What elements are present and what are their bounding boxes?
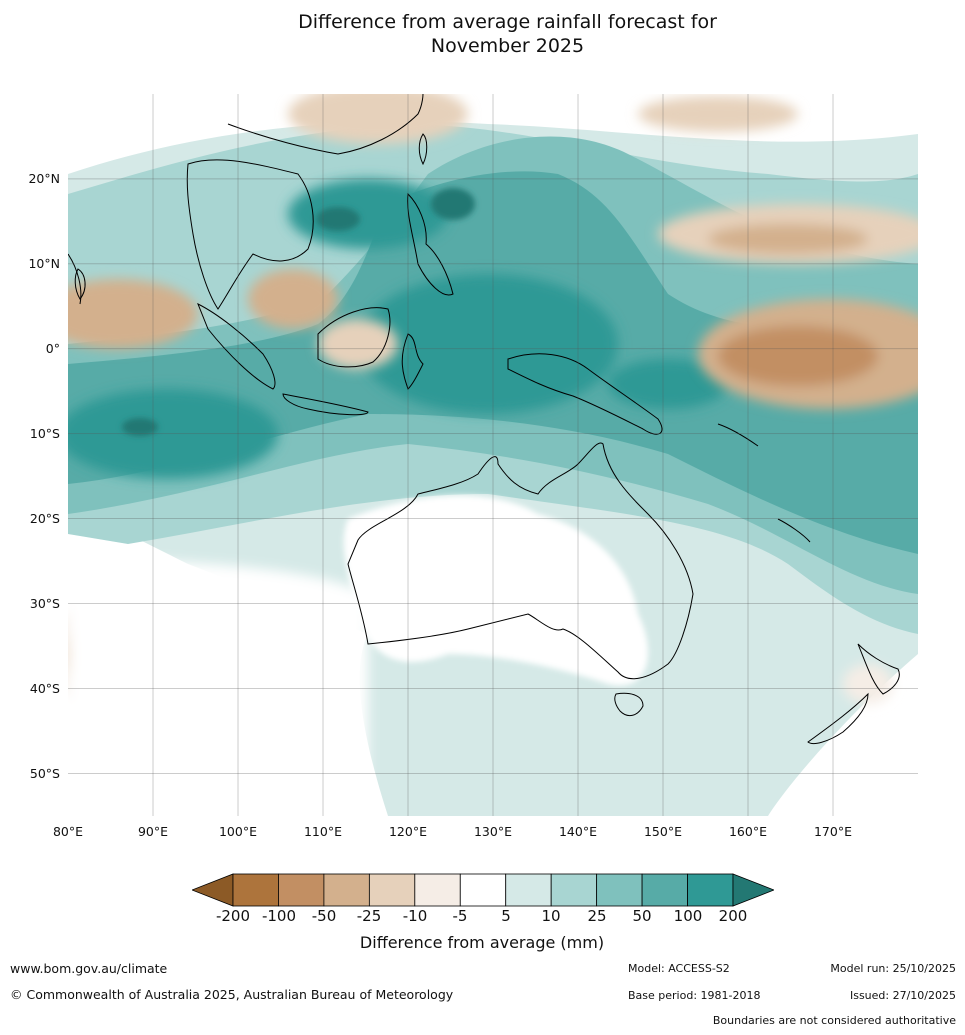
dry-area-malaya (248, 269, 338, 329)
colorbar-tick: -10 (390, 907, 440, 925)
colorbar-label: Difference from average (mm) (192, 933, 772, 952)
colorbar-swatch (551, 874, 596, 906)
footer-model: Model: ACCESS-S2 (628, 962, 730, 975)
colorbar-tick: 10 (526, 907, 576, 925)
lon-label-100e: 100°E (208, 824, 268, 839)
colorbar-swatch (415, 874, 460, 906)
lat-label-30s: 30°S (14, 596, 60, 611)
footer-website: www.bom.gov.au/climate (10, 961, 167, 976)
colorbar-swatch (506, 874, 551, 906)
colorbar-tick: 200 (708, 907, 758, 925)
lon-label-170e: 170°E (803, 824, 863, 839)
colorbar-extend-low (192, 874, 233, 906)
colorbar-tick: -100 (254, 907, 304, 925)
lon-label-150e: 150°E (633, 824, 693, 839)
chart-title: Difference from average rainfall forecas… (0, 10, 965, 58)
colorbar-swatch (369, 874, 414, 906)
title-line-1: Difference from average rainfall forecas… (0, 10, 965, 34)
colorbar-tick: -5 (435, 907, 485, 925)
colorbar (192, 873, 774, 907)
colorbar-extend-high (733, 874, 774, 906)
dry-area-nw-pacific (638, 96, 798, 132)
dry-core-north-pacific (708, 224, 868, 254)
lon-label-130e: 130°E (463, 824, 523, 839)
colorbar-tick: 5 (481, 907, 531, 925)
dry-core-west-pacific (718, 326, 878, 386)
colorbar-tick: 25 (572, 907, 622, 925)
lon-label-160e: 160°E (718, 824, 778, 839)
footer-base-period: Base period: 1981-2018 (628, 989, 760, 1002)
rainfall-map (68, 94, 918, 816)
lat-label-40s: 40°S (14, 681, 60, 696)
colorbar-swatch (597, 874, 642, 906)
wet-extreme-scs (316, 207, 360, 231)
wet-extreme-west (122, 418, 158, 436)
wet-extreme-north (431, 188, 475, 220)
lat-label-10s: 10°S (14, 426, 60, 441)
lon-label-80e: 80°E (38, 824, 98, 839)
colorbar-tick: -25 (344, 907, 394, 925)
lon-label-140e: 140°E (548, 824, 608, 839)
colorbar-tick: 50 (617, 907, 667, 925)
lat-label-20s: 20°S (14, 511, 60, 526)
colorbar-tick: 100 (663, 907, 713, 925)
title-line-2: November 2025 (0, 34, 965, 58)
lat-label-50s: 50°S (14, 766, 60, 781)
lon-label-110e: 110°E (293, 824, 353, 839)
footer-copyright: © Commonwealth of Australia 2025, Austra… (10, 987, 453, 1002)
lat-label-20n: 20°N (14, 171, 60, 186)
colorbar-tick: -50 (299, 907, 349, 925)
colorbar-swatch (688, 874, 733, 906)
colorbar-swatch (642, 874, 687, 906)
lon-label-90e: 90°E (123, 824, 183, 839)
colorbar-swatch (460, 874, 505, 906)
lat-label-0: 0° (14, 341, 60, 356)
wet-core-south-china-sea (288, 179, 448, 249)
footer-issued: Issued: 27/10/2025 (850, 989, 956, 1002)
colorbar-tick: -200 (208, 907, 258, 925)
colorbar-swatch (324, 874, 369, 906)
lat-label-10n: 10°N (14, 256, 60, 271)
lon-label-120e: 120°E (378, 824, 438, 839)
colorbar-swatch (233, 874, 278, 906)
footer-model-run: Model run: 25/10/2025 (830, 962, 956, 975)
colorbar-swatch (278, 874, 323, 906)
footer-boundaries-note: Boundaries are not considered authoritat… (713, 1014, 956, 1027)
